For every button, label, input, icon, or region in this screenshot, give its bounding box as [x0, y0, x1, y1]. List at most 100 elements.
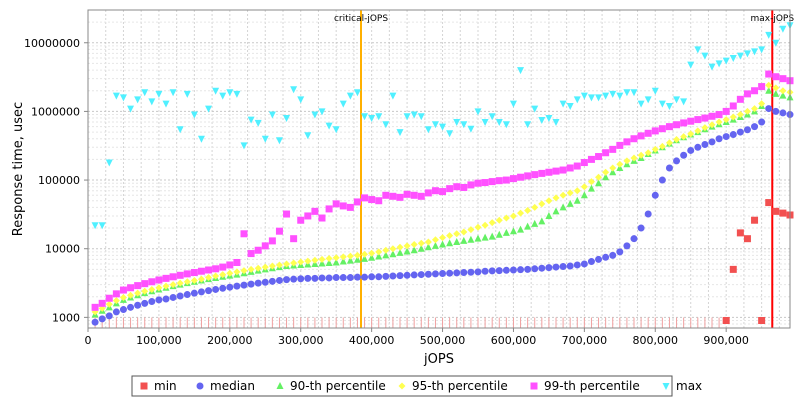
- data-point: [410, 111, 418, 119]
- data-point: [673, 157, 681, 165]
- data-point: [559, 263, 567, 271]
- data-point: [346, 203, 354, 211]
- series-median: [91, 105, 794, 326]
- data-point: [772, 39, 780, 47]
- data-point: [417, 192, 425, 200]
- data-point: [765, 70, 773, 78]
- data-point: [112, 92, 120, 100]
- data-point: [155, 296, 163, 304]
- data-point: [694, 46, 702, 54]
- data-point: [290, 86, 298, 94]
- data-point: [658, 100, 666, 108]
- data-point: [743, 235, 751, 243]
- data-point: [389, 192, 397, 200]
- data-point: [410, 191, 418, 199]
- plot-border: [87, 9, 791, 329]
- data-point: [261, 242, 269, 250]
- data-point: [630, 154, 638, 162]
- data-point: [162, 274, 170, 282]
- data-point: [119, 293, 127, 301]
- data-point: [680, 119, 688, 127]
- data-point: [396, 193, 404, 201]
- data-point: [297, 258, 305, 266]
- data-point: [467, 268, 475, 276]
- data-point: [254, 264, 262, 272]
- data-point: [353, 251, 361, 259]
- x-tick-label: 800,000: [633, 334, 679, 347]
- data-point: [673, 121, 681, 129]
- data-point: [673, 96, 681, 104]
- reference-line-label: max-jOPS: [750, 14, 794, 24]
- data-point: [169, 293, 177, 301]
- data-point: [453, 238, 461, 246]
- data-point: [268, 277, 276, 285]
- data-point: [396, 248, 404, 256]
- data-point: [332, 274, 340, 282]
- data-point: [417, 113, 425, 121]
- data-point: [587, 258, 595, 266]
- data-point: [233, 90, 241, 98]
- data-point: [602, 149, 610, 157]
- data-point: [275, 227, 283, 235]
- data-point: [772, 84, 780, 92]
- data-point: [602, 173, 610, 181]
- data-point: [595, 94, 603, 102]
- data-point: [779, 25, 787, 33]
- data-point: [361, 194, 369, 202]
- data-point: [665, 164, 673, 172]
- data-point: [580, 260, 588, 268]
- legend-marker: [196, 382, 204, 390]
- data-point: [226, 269, 234, 277]
- data-point: [233, 268, 241, 276]
- data-point: [325, 274, 333, 282]
- data-point: [552, 263, 560, 271]
- data-point: [580, 191, 588, 199]
- data-point: [368, 253, 376, 261]
- data-point: [573, 261, 581, 269]
- data-point: [495, 177, 503, 185]
- data-point: [382, 191, 390, 199]
- data-point: [127, 105, 135, 113]
- data-point: [105, 294, 113, 302]
- data-point: [389, 272, 397, 280]
- data-point: [758, 317, 766, 325]
- data-point: [339, 202, 347, 210]
- y-tick-label: 1000: [52, 311, 80, 324]
- data-point: [325, 205, 333, 213]
- data-point: [410, 271, 418, 279]
- data-point: [502, 121, 510, 129]
- legend-label: max: [676, 379, 702, 393]
- data-point: [424, 270, 432, 278]
- data-point: [488, 267, 496, 275]
- data-point: [304, 132, 312, 140]
- data-point: [283, 210, 291, 218]
- series-min: [94, 199, 794, 328]
- data-point: [545, 264, 553, 272]
- data-point: [339, 257, 347, 265]
- data-point: [353, 273, 361, 281]
- data-point: [148, 285, 156, 293]
- data-point: [765, 199, 773, 207]
- data-point: [212, 87, 220, 95]
- data-point: [616, 92, 624, 100]
- data-point: [566, 164, 574, 172]
- data-point: [396, 129, 404, 137]
- data-point: [424, 238, 432, 246]
- data-point: [403, 190, 411, 198]
- data-point: [644, 210, 652, 218]
- data-point: [446, 185, 454, 193]
- data-point: [176, 292, 184, 300]
- data-point: [297, 216, 305, 224]
- data-point: [134, 301, 142, 309]
- series-95-th-percentile: [91, 81, 794, 316]
- data-point: [630, 235, 638, 243]
- data-point: [587, 94, 595, 102]
- data-point: [240, 281, 248, 289]
- data-point: [701, 114, 709, 122]
- data-point: [559, 203, 567, 211]
- data-point: [375, 273, 383, 281]
- data-point: [226, 261, 234, 269]
- y-tick-label: 100000: [38, 174, 80, 187]
- y-tick-label: 10000000: [24, 37, 80, 50]
- data-point: [431, 236, 439, 244]
